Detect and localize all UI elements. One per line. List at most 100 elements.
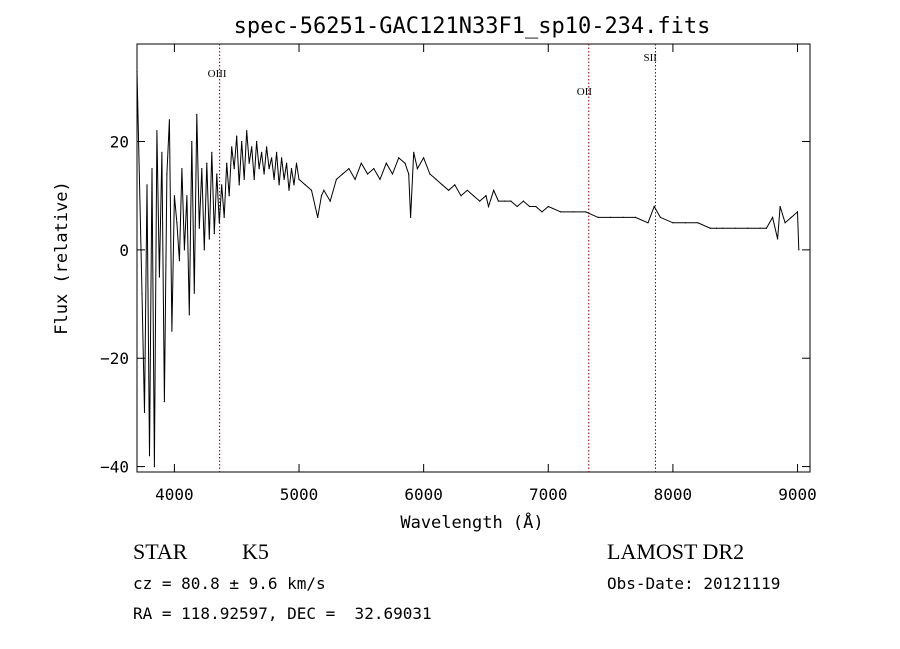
data-point <box>273 178 275 180</box>
marker-label: OII <box>577 86 593 98</box>
data-point <box>218 222 220 224</box>
x-tick-label: 6000 <box>404 485 443 504</box>
data-point <box>256 140 258 143</box>
data-point <box>191 140 193 143</box>
data-point <box>278 184 280 186</box>
data-point <box>231 146 233 148</box>
data-point <box>226 162 228 164</box>
data-point <box>784 222 786 224</box>
y-tick-label: −20 <box>100 349 129 368</box>
y-tick-label: 20 <box>110 133 129 152</box>
data-point <box>441 184 443 186</box>
data-point <box>161 151 163 153</box>
survey-name: LAMOST DR2 <box>607 539 745 564</box>
data-point <box>201 168 203 170</box>
data-point <box>188 314 190 316</box>
data-point <box>183 249 185 251</box>
marker-label: OIII <box>208 68 227 80</box>
data-point <box>228 195 230 197</box>
x-tick-label: 9000 <box>778 485 817 504</box>
data-point <box>772 216 774 218</box>
data-point <box>290 168 293 170</box>
data-point <box>493 189 495 191</box>
data-point <box>146 184 148 186</box>
data-point <box>672 222 674 224</box>
x-axis-label: Wavelength (Å) <box>400 511 543 533</box>
marker-label: SII <box>643 52 657 64</box>
data-point <box>258 168 260 170</box>
data-point <box>798 249 800 251</box>
data-point <box>722 227 724 229</box>
data-point <box>454 184 456 186</box>
data-point <box>597 216 599 218</box>
data-point <box>186 195 188 197</box>
data-point <box>585 211 587 213</box>
chart-title: spec-56251-GAC121N33F1_sp10-234.fits <box>234 14 711 39</box>
spectrum-series <box>136 70 800 468</box>
data-point <box>198 227 200 229</box>
data-point <box>541 211 543 213</box>
data-point <box>213 233 215 235</box>
data-point <box>317 216 319 218</box>
data-point <box>779 205 781 208</box>
data-point <box>360 162 362 164</box>
data-point <box>391 173 394 175</box>
data-point <box>283 178 285 180</box>
data-point <box>448 189 450 191</box>
data-point <box>153 466 155 468</box>
data-point <box>765 227 768 229</box>
data-point <box>342 173 344 175</box>
data-point <box>203 249 205 251</box>
data-point <box>206 162 208 164</box>
data-point <box>171 330 173 332</box>
data-point <box>777 238 779 240</box>
data-point <box>221 184 223 186</box>
y-tick-label: 0 <box>119 241 129 260</box>
data-point <box>560 211 562 213</box>
emission-line-markers: OIII OII SII <box>208 44 657 472</box>
data-point <box>236 135 238 137</box>
data-point <box>251 146 253 148</box>
coordinates: RA = 118.92597, DEC = 32.69031 <box>133 604 432 623</box>
redshift-cz: cz = 80.8 ± 9.6 km/s <box>133 574 326 593</box>
data-point <box>416 168 418 170</box>
object-type: STAR <box>133 539 188 564</box>
data-point <box>379 178 381 180</box>
data-point <box>497 200 499 202</box>
data-point <box>216 173 218 175</box>
data-point <box>460 195 462 197</box>
x-tick-label: 4000 <box>155 485 194 504</box>
data-point <box>622 216 624 218</box>
plot-frame <box>136 43 811 473</box>
data-point <box>796 211 799 213</box>
data-point <box>241 140 243 143</box>
data-point <box>572 211 574 213</box>
data-point <box>233 168 235 170</box>
data-point <box>410 216 412 218</box>
data-point <box>385 162 387 164</box>
data-point <box>151 168 153 170</box>
data-point <box>790 216 792 218</box>
data-point <box>141 292 143 294</box>
data-point <box>238 184 240 186</box>
axis-ticks: 4000 5000 6000 7000 8000 9000 −40 −20 0 20 <box>100 44 817 504</box>
x-tick-label: 5000 <box>280 485 319 504</box>
data-point <box>472 195 475 197</box>
spectral-subclass: K5 <box>242 539 269 564</box>
data-point <box>373 168 375 170</box>
data-point <box>516 205 518 208</box>
data-point <box>163 401 165 403</box>
data-point <box>335 178 337 180</box>
data-point <box>223 216 225 218</box>
data-point <box>510 200 512 202</box>
data-point <box>734 227 736 229</box>
data-point <box>143 411 146 413</box>
data-point <box>634 216 637 218</box>
data-point <box>196 113 198 115</box>
data-point <box>295 162 298 164</box>
data-point <box>697 222 699 224</box>
data-point <box>684 222 687 224</box>
data-point <box>522 200 525 202</box>
data-point <box>320 195 323 197</box>
data-point <box>329 200 331 202</box>
